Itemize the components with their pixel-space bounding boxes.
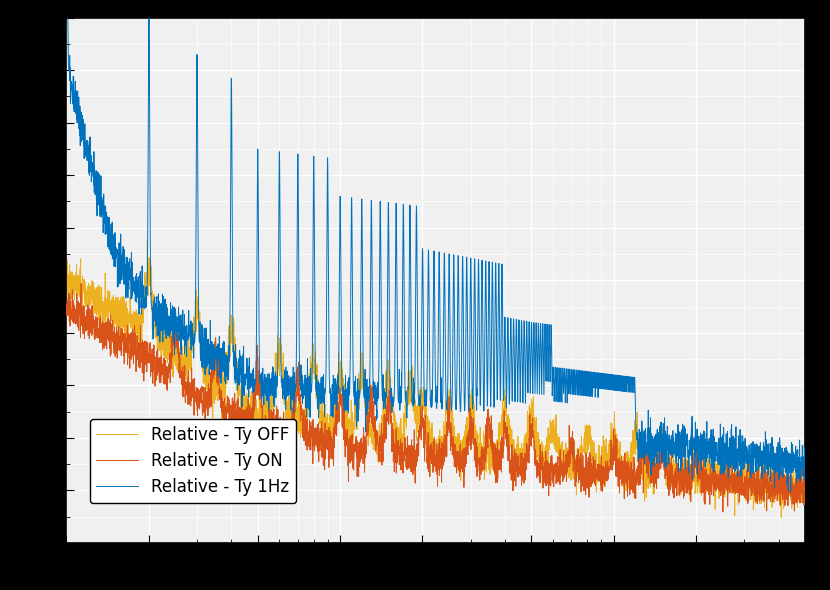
Relative - Ty OFF — [413, 428, 422, 435]
Relative - Ty ON — [598, 473, 608, 480]
Relative - Ty ON — [372, 438, 382, 445]
Relative - Ty ON — [76, 280, 86, 287]
Relative - Ty OFF — [800, 485, 810, 492]
Relative - Ty OFF — [372, 443, 382, 450]
Relative - Ty 1Hz — [598, 377, 608, 384]
Relative - Ty 1Hz — [413, 310, 422, 317]
Relative - Ty 1Hz — [800, 468, 810, 476]
Legend: Relative - Ty OFF, Relative - Ty ON, Relative - Ty 1Hz: Relative - Ty OFF, Relative - Ty ON, Rel… — [90, 419, 296, 503]
Relative - Ty OFF — [776, 514, 786, 521]
Line: Relative - Ty OFF: Relative - Ty OFF — [66, 241, 805, 517]
Line: Relative - Ty 1Hz: Relative - Ty 1Hz — [66, 0, 805, 491]
Relative - Ty 1Hz — [786, 488, 796, 495]
Relative - Ty 1Hz — [778, 463, 788, 470]
Relative - Ty 1Hz — [378, 396, 388, 404]
Line: Relative - Ty ON: Relative - Ty ON — [66, 284, 805, 512]
Relative - Ty ON — [378, 444, 388, 451]
Relative - Ty 1Hz — [740, 443, 750, 450]
Relative - Ty OFF — [778, 490, 788, 497]
Relative - Ty ON — [61, 310, 71, 317]
Relative - Ty ON — [800, 484, 810, 491]
Relative - Ty ON — [778, 493, 788, 500]
Relative - Ty OFF — [142, 237, 152, 244]
Relative - Ty OFF — [741, 481, 751, 489]
Relative - Ty OFF — [61, 286, 71, 293]
Relative - Ty 1Hz — [372, 406, 382, 413]
Relative - Ty ON — [741, 474, 751, 481]
Relative - Ty OFF — [378, 418, 388, 425]
Relative - Ty ON — [718, 509, 728, 516]
Relative - Ty ON — [413, 440, 422, 447]
Relative - Ty OFF — [598, 432, 608, 440]
